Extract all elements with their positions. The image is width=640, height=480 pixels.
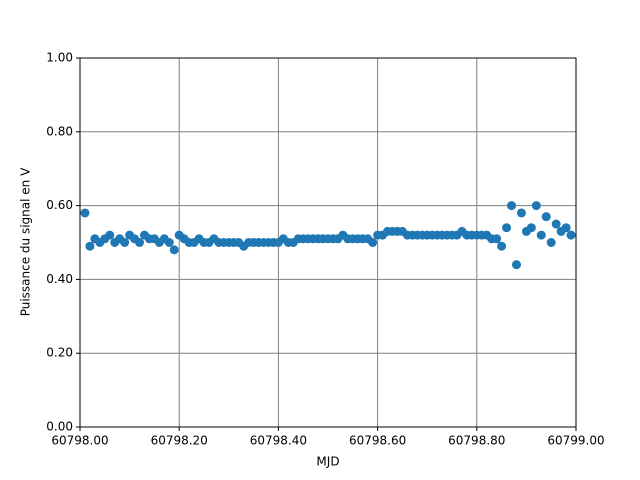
x-axis-label: MJD bbox=[316, 455, 339, 469]
point bbox=[85, 241, 95, 251]
point bbox=[561, 223, 571, 233]
point bbox=[164, 238, 174, 247]
point bbox=[516, 208, 526, 218]
point bbox=[135, 238, 145, 247]
y-tick-label: 0.00 bbox=[46, 420, 73, 434]
y-tick-label: 0.60 bbox=[46, 198, 73, 212]
x-tick-label: 60798.00 bbox=[51, 434, 108, 448]
point bbox=[502, 223, 512, 233]
y-tick-label: 0.40 bbox=[46, 272, 73, 286]
point bbox=[511, 260, 521, 270]
x-tick-label: 60799.00 bbox=[547, 434, 604, 448]
y-axis-label: Puissance du signal en V bbox=[19, 167, 33, 316]
x-tick-label: 60798.40 bbox=[250, 434, 307, 448]
point bbox=[80, 208, 90, 218]
point bbox=[492, 234, 502, 244]
point bbox=[546, 238, 556, 247]
point bbox=[566, 230, 576, 240]
point bbox=[526, 223, 536, 233]
axes-frame bbox=[79, 57, 577, 428]
point bbox=[105, 230, 115, 240]
point bbox=[120, 238, 130, 247]
y-tick-label: 0.80 bbox=[46, 124, 73, 138]
y-tick-label: 1.00 bbox=[46, 51, 73, 65]
point bbox=[541, 212, 551, 222]
x-tick-label: 60798.80 bbox=[448, 434, 505, 448]
point bbox=[368, 238, 378, 247]
point bbox=[507, 201, 517, 211]
point bbox=[536, 230, 546, 240]
x-tick-label: 60798.60 bbox=[349, 434, 406, 448]
y-tick-label: 0.20 bbox=[46, 346, 73, 360]
point bbox=[531, 201, 541, 211]
point bbox=[169, 245, 179, 255]
point bbox=[551, 219, 561, 229]
point bbox=[497, 241, 507, 251]
points bbox=[80, 201, 576, 270]
x-tick-label: 60798.20 bbox=[151, 434, 208, 448]
